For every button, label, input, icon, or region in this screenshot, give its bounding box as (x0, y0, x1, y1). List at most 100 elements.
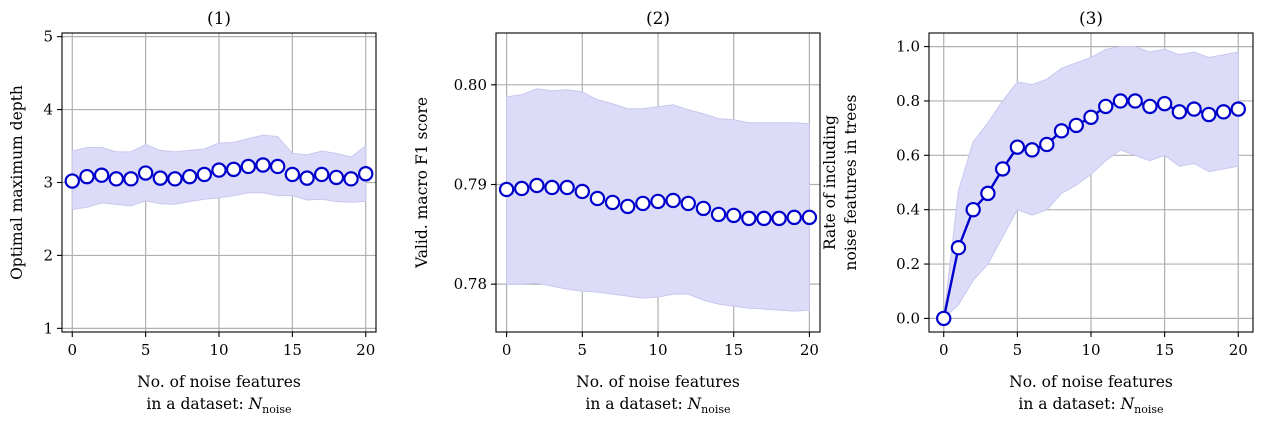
y-axis-label: Rate of including (821, 115, 839, 250)
x-tick-label: 15 (283, 341, 302, 359)
x-axis-label-prefix: in a dataset: (585, 395, 687, 413)
data-point (139, 166, 152, 179)
data-point (1217, 105, 1230, 118)
data-point (1070, 119, 1083, 132)
x-tick-label: 0 (67, 341, 77, 359)
data-point (330, 171, 343, 184)
x-axis-label-line2: in a dataset: Nnoise (585, 395, 730, 416)
data-point (110, 172, 123, 185)
data-point (500, 183, 513, 196)
data-point (198, 168, 211, 181)
data-point (697, 202, 710, 215)
y-tick-label: 3 (43, 174, 53, 192)
x-tick-label: 5 (578, 341, 588, 359)
data-point (286, 168, 299, 181)
data-point (576, 185, 589, 198)
x-tick-label: 20 (356, 341, 375, 359)
x-tick-label: 10 (209, 341, 228, 359)
y-tick-label: 1.0 (896, 38, 920, 56)
data-point (757, 212, 770, 225)
data-point (1025, 143, 1038, 156)
x-axis-label-prefix: in a dataset: (1018, 395, 1120, 413)
data-point (727, 209, 740, 222)
data-point (1055, 124, 1068, 137)
data-point (591, 192, 604, 205)
x-axis-label-line2: in a dataset: Nnoise (1018, 395, 1163, 416)
chart-title: (2) (646, 9, 670, 29)
x-tick-label: 20 (800, 341, 819, 359)
data-point (256, 158, 269, 171)
data-point (1143, 100, 1156, 113)
data-point (1158, 97, 1171, 110)
data-point (937, 312, 950, 325)
data-point (606, 196, 619, 209)
data-point (80, 170, 93, 183)
y-tick-label: 0.0 (896, 309, 920, 327)
data-point (636, 197, 649, 210)
data-point (1040, 138, 1053, 151)
y-tick-label: 2 (43, 246, 53, 264)
data-point (742, 212, 755, 225)
data-point (124, 172, 137, 185)
x-tick-label: 10 (1081, 341, 1100, 359)
chart-panel-3: 0 5 10 15 20 0.0 0.2 0.4 0.6 0.8 1.0 (3) No. of nois… (821, 9, 1253, 416)
y-tick-label: 0.8 (896, 92, 920, 110)
data-point (271, 160, 284, 173)
x-axis-label-line1: No. of noise features (1009, 373, 1173, 391)
data-point (515, 182, 528, 195)
x-axis-label-line1: No. of noise features (137, 373, 301, 391)
data-point (996, 162, 1009, 175)
y-tick-label: 0.79 (454, 175, 487, 193)
data-point (773, 212, 786, 225)
x-axis-label-subscript: noise (262, 403, 291, 416)
data-point (66, 174, 79, 187)
x-axis-label-line2: in a dataset: Nnoise (146, 395, 291, 416)
data-point (682, 197, 695, 210)
data-point (803, 211, 816, 224)
data-point (359, 167, 372, 180)
y-tick-label: 0.80 (454, 76, 487, 94)
x-tick-label: 15 (724, 341, 743, 359)
data-point (651, 195, 664, 208)
data-point (967, 203, 980, 216)
x-tick-label: 20 (1229, 341, 1248, 359)
data-point (95, 169, 108, 182)
x-tick-label: 0 (502, 341, 512, 359)
y-axis-label: Optimal maximum depth (8, 85, 26, 280)
y-tick-label: 5 (43, 28, 53, 46)
data-point (183, 170, 196, 183)
x-tick-label: 0 (939, 341, 949, 359)
data-point (315, 168, 328, 181)
data-point (1084, 111, 1097, 124)
data-point (1129, 94, 1142, 107)
y-tick-label: 0.4 (896, 201, 920, 219)
data-point (242, 160, 255, 173)
data-point (952, 241, 965, 254)
x-axis-label-subscript: noise (1134, 403, 1163, 416)
data-point (168, 172, 181, 185)
data-point (667, 194, 680, 207)
data-point (300, 172, 313, 185)
data-point (227, 163, 240, 176)
data-point (1202, 108, 1215, 121)
y-axis-label: noise features in trees (842, 94, 860, 270)
y-tick-label: 0.78 (454, 275, 487, 293)
data-point (1173, 105, 1186, 118)
data-point (788, 211, 801, 224)
chart-panel-1: 0 5 10 15 20 1 2 3 4 5 (1) No. of noise features in … (8, 9, 376, 416)
data-point (1011, 141, 1024, 154)
y-tick-label: 0.6 (896, 146, 920, 164)
chart-panel-2: 0 5 10 15 20 0.78 0.79 0.80 (2) No. of noise feat… (413, 9, 820, 416)
data-point (981, 187, 994, 200)
x-tick-label: 15 (1155, 341, 1174, 359)
data-point (561, 181, 574, 194)
y-axis-label: Valid. macro F1 score (413, 97, 431, 269)
data-point (545, 181, 558, 194)
x-tick-label: 5 (141, 341, 151, 359)
y-tick-label: 1 (43, 319, 53, 337)
data-point (530, 179, 543, 192)
data-point (154, 172, 167, 185)
data-point (1232, 103, 1245, 116)
chart-title: (3) (1079, 9, 1103, 29)
